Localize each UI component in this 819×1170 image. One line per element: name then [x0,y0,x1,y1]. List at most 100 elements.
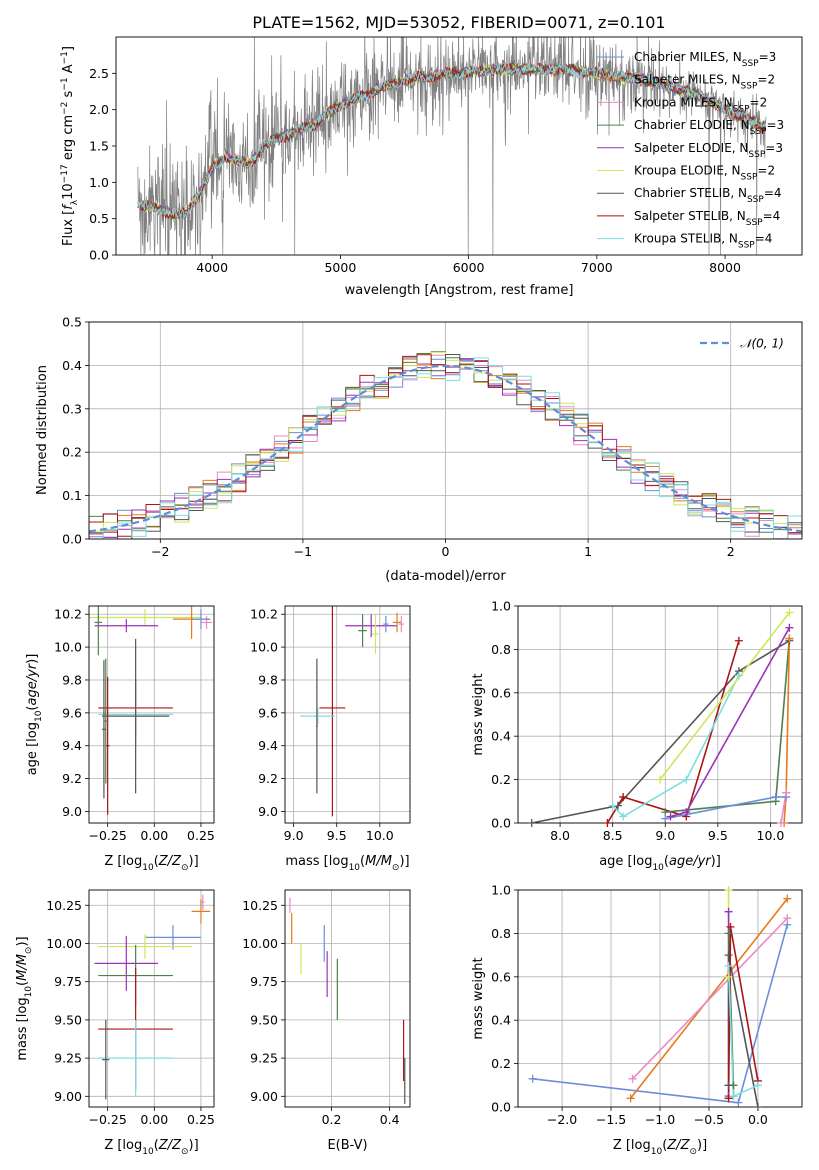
x-tick-label: 9.0 [655,828,675,843]
plus-marker [734,636,743,645]
x-axis-label: E(B-V) [327,1138,367,1153]
mass_vs_z-axes: −0.25 0.00 0.25 9.00 9.25 9.50 9.75 10.00 10.25 Z… [15,889,215,1157]
x-tick-label: 0.2 [322,1112,342,1127]
y-tick-label: 9.4 [62,738,82,753]
y-tick-label: 0.0 [491,816,511,831]
y-tick-label: 10.00 [242,936,278,951]
age_vs_mass-ticks: 9.0 9.5 10.0 9.0 9.2 9.4 9.6 9.8 10.0 10.2 [250,607,394,843]
chart-title: PLATE=1562, MJD=53052, FIBERID=0071, z=0… [252,13,665,32]
mw_vs_z-axes: −2.0 −1.5 −1.0 −0.5 0.0 0.0 0.2 0.4 0.6 0.8 1.0 Z [… [471,883,803,1157]
x-tick-label: 8000 [709,260,741,275]
legend-entry: Salpeter STELIB, NSSP=4 [634,209,780,228]
age_vs_mass-grid [285,606,410,823]
plus-marker [682,808,691,817]
x-tick-label: −0.25 [89,828,127,843]
mw_vs_age-grid [518,605,802,824]
y-tick-label: 0.0 [491,1100,511,1115]
y-tick-label: 1.0 [89,175,109,190]
plus-marker [666,812,675,821]
x-tick-label: −2.0 [547,1112,577,1127]
mw_vs_z-grid [518,889,802,1108]
y-tick-label: 9.2 [258,771,278,786]
x-tick-label: −0.5 [694,1112,724,1127]
legend-entry: Chabrier MILES, NSSP=3 [634,50,776,69]
legend-entry: Kroupa ELODIE, NSSP=2 [634,164,775,183]
mw_vs_age-axes: 8.0 8.5 9.0 9.5 10.0 0.0 0.2 0.4 0.6 0.8 1.0 age [l… [471,599,803,873]
plus-marker [753,1103,762,1111]
y-tick-label: 9.6 [258,705,278,720]
x-tick-label: −0.25 [89,1112,127,1127]
spectrum-ticks: 4000 5000 6000 7000 8000 0.0 0.5 1.0 1.5 2.0 2.5 [89,66,741,275]
mw_vs_z-frame [517,889,803,1108]
plus-marker [734,1098,743,1107]
y-axis-label: Normed distribution [35,365,50,495]
residuals-ticks: −2 −1 0 1 2 0.0 0.1 0.2 0.3 0.4 0.5 [62,315,735,560]
mass_vs_z-frame [88,889,215,1108]
y-tick-label: 9.75 [250,974,278,989]
age_vs_z-frame [88,605,215,824]
x-tick-label: 2 [727,544,735,559]
y-tick-label: 0.2 [62,445,82,460]
y-axis-label: Flux [fλ10−17 erg cm−2 s−1 A−1] [60,46,80,246]
mass-weight-line [612,675,740,818]
plus-marker [724,929,733,938]
age_vs_z-ticks: −0.25 0.00 0.25 9.0 9.2 9.4 9.6 9.8 10.0 10.2 [54,607,215,843]
x-axis-label: Z [log10(Z/Z⊙)] [613,1138,707,1157]
y-tick-label: 9.8 [62,672,82,687]
spectrum-axes: 4000 5000 6000 7000 8000 0.0 0.5 1.0 1.5 2.0 2.5 PL… [60,13,803,298]
x-tick-label: 9.5 [708,828,728,843]
plus-marker [771,792,780,801]
normal-curve [89,364,802,533]
plus-marker [783,894,792,903]
y-tick-label: 2.0 [89,102,109,117]
y-tick-label: 0.6 [491,685,511,700]
y-tick-label: 10.2 [54,607,82,622]
age_vs_mass-axes: 9.0 9.5 10.0 9.0 9.2 9.4 9.6 9.8 10.0 10.2 mass [l… [250,605,411,873]
age_vs_mass-plot-area [300,606,404,817]
mass_vs_ebv-plot-area [289,897,406,1104]
x-axis-label: Z [log10(Z/Z⊙)] [104,854,198,873]
x-tick-label: 4000 [196,260,228,275]
y-tick-label: 9.0 [258,804,278,819]
x-tick-label: 8.5 [603,828,623,843]
y-tick-label: 9.25 [54,1051,82,1066]
age_vs_z-plot-area [89,606,213,815]
x-tick-label: −1.0 [645,1112,675,1127]
x-tick-label: 6000 [453,260,485,275]
y-axis-label: age [log10(age/yr)] [25,654,44,776]
y-tick-label: 9.25 [250,1051,278,1066]
mass_vs_ebv-ticks: 0.2 0.4 9.00 9.25 9.50 9.75 10.00 10.25 [242,898,399,1127]
x-axis-label: mass [log10(M/M⊙)] [285,854,409,873]
plus-marker [753,1081,762,1090]
age_vs_z-axes: −0.25 0.00 0.25 9.0 9.2 9.4 9.6 9.8 10.0 10.2 Z [l… [25,605,215,873]
y-tick-label: 1.5 [89,139,109,154]
plus-marker [608,801,617,810]
x-tick-label: 7000 [581,260,613,275]
legend-entry: Salpeter ELODIE, NSSP=3 [634,141,783,160]
legend-entry: Chabrier STELIB, NSSP=4 [634,186,782,205]
residuals-plot-area [89,351,802,539]
y-tick-label: 10.0 [54,640,82,655]
x-tick-label: 9.0 [284,828,304,843]
y-tick-label: 0.0 [89,248,109,263]
y-tick-label: 10.0 [250,640,278,655]
legend-entry: Kroupa MILES, NSSP=2 [634,95,767,114]
plus-marker [785,634,794,643]
y-tick-label: 10.2 [250,607,278,622]
plus-marker [656,775,664,784]
y-tick-label: 10.25 [46,898,82,913]
x-tick-label: 5000 [324,260,356,275]
y-tick-label: 0.4 [491,1013,511,1028]
spectrum-plot-area [137,37,767,255]
plus-marker [603,819,612,827]
mass_vs_z-plot-area [94,894,211,1100]
plus-marker [724,907,733,916]
mass-weight-line [632,917,788,1080]
x-axis-label: age [log10(age/yr)] [599,854,721,873]
legend-entry: Kroupa STELIB, NSSP=4 [634,232,772,251]
legend-entry: 𝒩(0, 1) [740,337,784,351]
x-tick-label: −1.5 [596,1112,626,1127]
plus-marker [619,792,628,801]
mass_vs_z-grid [89,890,214,1107]
